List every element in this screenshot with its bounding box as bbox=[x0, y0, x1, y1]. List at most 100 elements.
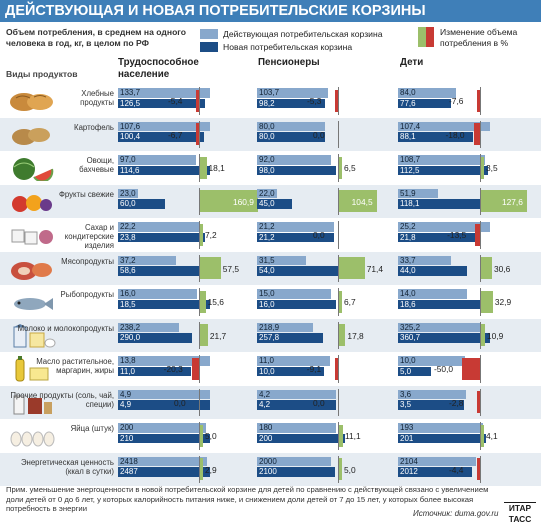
bar-current: 108,7 bbox=[398, 155, 486, 165]
bar-new: 98,0 bbox=[257, 165, 336, 175]
change-value: -2,8 bbox=[449, 397, 464, 408]
change-axis bbox=[338, 187, 339, 215]
change-axis bbox=[338, 321, 339, 349]
legend-current: Действующая потребительская корзина bbox=[200, 27, 382, 40]
bar-current: 16,0 bbox=[118, 289, 198, 299]
change-axis bbox=[480, 221, 481, 249]
change-value: 11,1 bbox=[344, 431, 361, 441]
change-value: 71,4 bbox=[366, 263, 384, 274]
change-axis bbox=[199, 221, 200, 249]
change-value: 57,5 bbox=[222, 263, 240, 274]
change-axis bbox=[338, 388, 339, 416]
change-value: 127,6 bbox=[501, 196, 523, 207]
change-value: 32,9 bbox=[494, 297, 512, 307]
product-label: Картофель bbox=[74, 122, 114, 132]
salt-tea-icon bbox=[6, 390, 58, 416]
bar-current: 33,7 bbox=[398, 255, 451, 265]
bar-new: 18,5 bbox=[118, 299, 210, 309]
change-value: -18,0 bbox=[445, 129, 465, 140]
change-axis bbox=[338, 154, 339, 182]
product-label: Хлебные продукты bbox=[80, 89, 114, 107]
product-label: Энергетическая ценность (ккал в сутки) bbox=[20, 457, 114, 476]
change-axis bbox=[338, 221, 339, 249]
bar-current: 200 bbox=[118, 423, 206, 433]
change-axis bbox=[338, 87, 339, 115]
group-header-working: Трудоспособное население bbox=[118, 57, 199, 80]
eggs-icon bbox=[6, 423, 58, 449]
change-bar bbox=[339, 257, 365, 280]
bar-current: 103,7 bbox=[257, 88, 329, 98]
change-value: 30,6 bbox=[494, 263, 511, 274]
change-bar bbox=[200, 257, 221, 280]
bar-new: 290,0 bbox=[118, 333, 192, 343]
change-value: -13,5 bbox=[447, 230, 467, 240]
units-note: Объем потребления, в среднем на одного ч… bbox=[6, 27, 187, 48]
change-value: 104,5 bbox=[351, 196, 373, 207]
legend-change-swatch bbox=[418, 27, 434, 47]
bar-current: 11,0 bbox=[257, 356, 331, 366]
change-bar bbox=[335, 89, 338, 112]
bar-current: 13,8 bbox=[118, 356, 210, 366]
bar-current: 4,9 bbox=[118, 389, 210, 399]
change-value: -4,4 bbox=[449, 464, 464, 475]
bar-current: 14,0 bbox=[398, 289, 468, 299]
change-axis bbox=[338, 288, 339, 316]
change-bar bbox=[481, 156, 484, 179]
change-axis bbox=[199, 321, 200, 349]
change-bar bbox=[339, 458, 342, 481]
change-value: -50,0 bbox=[433, 364, 454, 374]
change-value: 5,0 bbox=[344, 464, 356, 475]
bar-current: 97,0 bbox=[118, 155, 196, 165]
sugar-icon bbox=[6, 222, 58, 248]
product-label: Масло растительное, маргарин, жиры bbox=[36, 357, 114, 375]
change-value: 5,0 bbox=[205, 431, 217, 441]
bar-current: 133,7 bbox=[118, 88, 210, 98]
change-bar bbox=[461, 357, 480, 380]
bar-current: 2000 bbox=[257, 456, 331, 466]
bar-new: 4,2 bbox=[257, 400, 336, 410]
bar-new: 18,6 bbox=[398, 299, 490, 309]
bar-new: 2487 bbox=[118, 467, 210, 477]
change-bar bbox=[196, 123, 199, 146]
change-axis bbox=[199, 288, 200, 316]
product-label: Фрукты свежие bbox=[58, 189, 114, 199]
logo-line-1: ИТАР bbox=[508, 503, 532, 513]
change-axis bbox=[480, 422, 481, 450]
change-bar bbox=[481, 190, 527, 213]
bar-new: 4,9 bbox=[118, 400, 210, 410]
change-bar bbox=[339, 290, 342, 313]
bar-new: 201 bbox=[398, 433, 487, 443]
change-axis bbox=[480, 321, 481, 349]
change-bar bbox=[473, 123, 480, 146]
potato-icon bbox=[6, 122, 58, 148]
bar-new: 80,0 bbox=[257, 132, 326, 142]
change-value: 4,1 bbox=[486, 431, 498, 441]
change-bar bbox=[481, 324, 485, 347]
bar-current: 31,5 bbox=[257, 255, 307, 265]
change-axis bbox=[199, 355, 200, 383]
group-header-pensioners: Пенсионеры bbox=[258, 57, 320, 68]
change-bar bbox=[200, 190, 258, 213]
change-bar bbox=[191, 357, 199, 380]
legend-current-swatch bbox=[200, 28, 218, 39]
bar-new: 98,2 bbox=[257, 98, 325, 108]
milk-icon bbox=[6, 323, 58, 349]
change-value: 0,0 bbox=[313, 230, 325, 240]
bar-new: 118,1 bbox=[398, 199, 490, 209]
bar-new: 23,8 bbox=[118, 232, 205, 242]
bar-current: 10,0 bbox=[398, 356, 465, 366]
bar-current: 325,2 bbox=[398, 322, 481, 332]
meat-icon bbox=[6, 256, 58, 282]
bar-new: 54,0 bbox=[257, 266, 342, 276]
change-bar bbox=[200, 223, 203, 246]
bar-current: 107,6 bbox=[118, 121, 210, 131]
change-value: 0,0 bbox=[174, 397, 186, 408]
change-value: 17,8 bbox=[347, 330, 364, 341]
bar-new: 21,8 bbox=[398, 232, 478, 242]
legend-change: Изменение объема потребления в % bbox=[418, 27, 540, 48]
bar-new: 45,0 bbox=[257, 199, 293, 209]
bar-new: 2100 bbox=[257, 467, 335, 477]
logo-line-2: ТАСС bbox=[508, 514, 532, 524]
bar-current: 51,9 bbox=[398, 188, 439, 198]
change-bar bbox=[339, 424, 343, 447]
